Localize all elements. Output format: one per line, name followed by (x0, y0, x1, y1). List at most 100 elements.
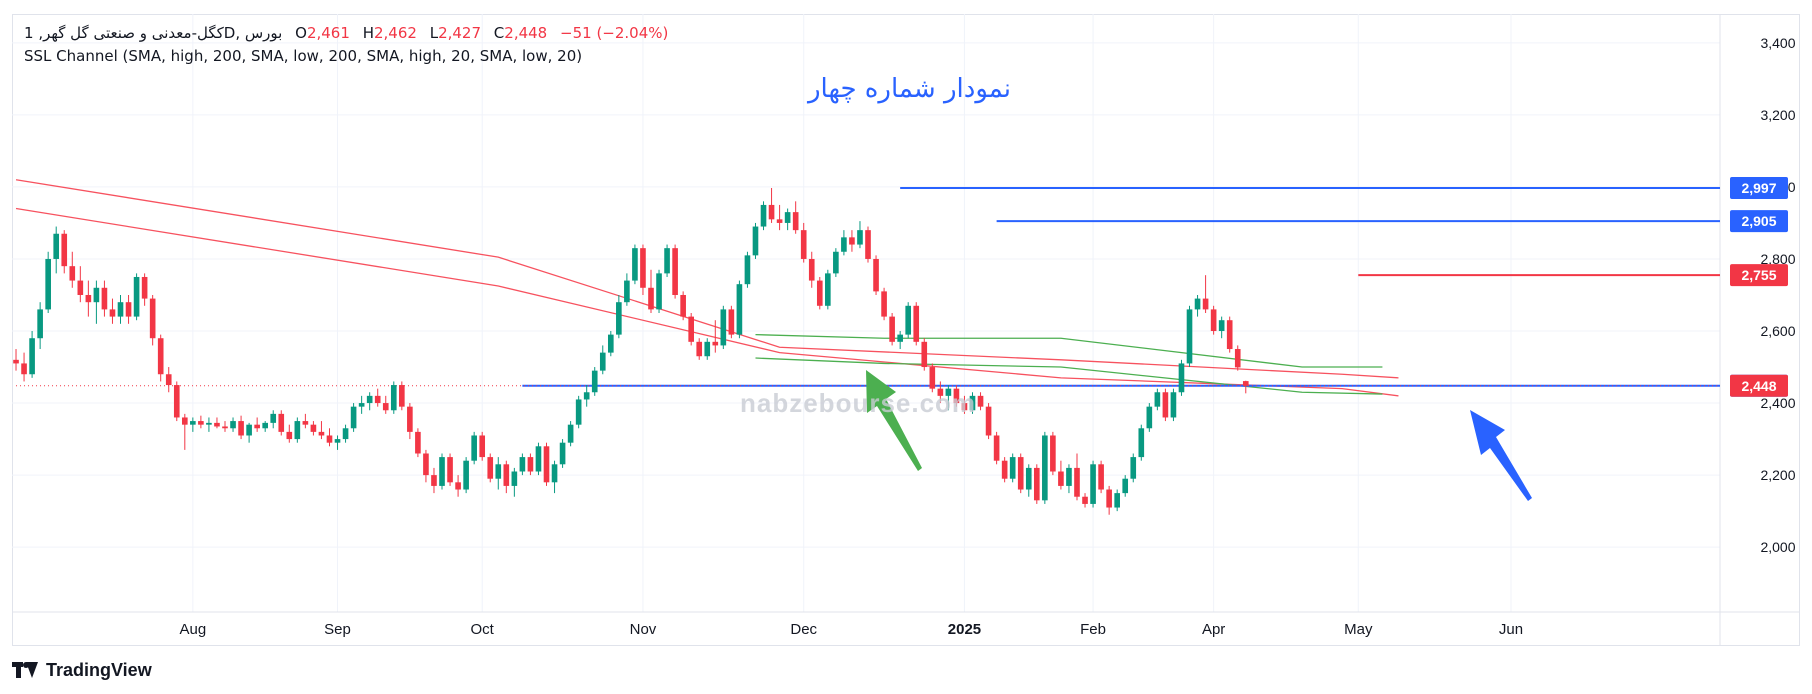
candle (1218, 316, 1225, 339)
candle (399, 381, 405, 411)
candle-body (1066, 467, 1072, 486)
candle-body (222, 426, 228, 429)
candle (326, 428, 333, 447)
candle (415, 428, 421, 458)
candle (616, 294, 622, 339)
ssl-long-upper-line (15, 179, 1399, 379)
candle (214, 417, 220, 429)
candle-body (897, 334, 903, 342)
candle-body (768, 204, 775, 220)
candle (1009, 453, 1016, 483)
chart-frame (12, 14, 1800, 646)
candle-body (455, 482, 461, 490)
candle-body (302, 421, 309, 425)
candle-body (575, 399, 582, 425)
candle-body (1082, 496, 1088, 504)
candle (648, 269, 654, 313)
candle-body (1017, 457, 1024, 490)
legend-change: −51 (−2.04%) (560, 24, 669, 42)
candle-body (511, 471, 518, 486)
candle-body (350, 406, 357, 429)
candle-body (913, 305, 920, 342)
candle (149, 294, 156, 346)
candle (889, 313, 895, 346)
candle (238, 415, 244, 440)
candle-body (326, 435, 333, 443)
candle (680, 291, 686, 321)
candle (431, 467, 437, 494)
candle-body (591, 370, 598, 393)
candle (463, 457, 469, 494)
candle-body (181, 417, 188, 425)
x-tick-label: Aug (179, 621, 206, 638)
candle-body (1210, 309, 1217, 332)
candle (270, 410, 277, 429)
candle-body (1242, 381, 1249, 386)
candle-body (1138, 428, 1145, 458)
tradingview-brand-label: TradingView (46, 660, 152, 680)
candle (752, 222, 759, 259)
candle-body (736, 284, 743, 335)
candle (455, 475, 461, 497)
candle-body (1074, 467, 1080, 497)
candle (1154, 388, 1161, 411)
candle-body (447, 457, 453, 483)
x-tick-label: Sep (324, 621, 351, 638)
candle-body (93, 287, 100, 303)
candle (527, 453, 534, 476)
price-label-text: 2,755 (1741, 267, 1776, 283)
candle (302, 413, 309, 429)
candle (1114, 489, 1120, 512)
candle (1042, 431, 1048, 504)
candle (246, 422, 252, 443)
candle-body (1162, 392, 1169, 418)
candle-body (278, 413, 285, 432)
candle (29, 331, 35, 378)
x-tick-label: May (1344, 621, 1373, 638)
candle-body (728, 309, 735, 335)
candle-body (921, 341, 928, 368)
legend-high-value: 2,462 (373, 24, 417, 42)
candle-body (873, 258, 879, 292)
candle (423, 449, 429, 483)
candle-body (1130, 457, 1137, 479)
candle-body (125, 302, 132, 317)
candle (334, 435, 341, 450)
candle-body (833, 251, 839, 274)
legend-low-value: 2,427 (438, 24, 482, 42)
candle-body (816, 280, 823, 306)
candle-body (841, 237, 847, 252)
legend-symbol[interactable]: کگل-معدنی و صنعتی گل گهر, 1D, بورس (24, 24, 283, 42)
candle (583, 385, 590, 407)
candle-body (712, 341, 719, 346)
candle (262, 421, 268, 432)
candle (471, 431, 477, 465)
legend-indicator[interactable]: SSL Channel (SMA, high, 200, SMA, low, 2… (24, 47, 583, 65)
candle (792, 201, 799, 234)
candle-body (53, 233, 60, 259)
candle (1234, 345, 1241, 371)
candle-body (487, 457, 494, 479)
candle (728, 305, 735, 339)
x-tick-label: Feb (1080, 621, 1106, 638)
tradingview-brand[interactable]: TradingView (12, 660, 152, 681)
candle (543, 442, 550, 486)
candle-body (784, 212, 791, 223)
candle-body (141, 276, 148, 299)
y-tick-label: 2,800 (1760, 251, 1795, 267)
candle-body (1226, 320, 1233, 350)
candle-body (1090, 464, 1096, 504)
candle (736, 280, 743, 339)
x-tick-label: Oct (471, 621, 495, 638)
candle (21, 352, 27, 382)
candle-body (559, 442, 566, 465)
candle (559, 439, 566, 468)
candle (1025, 464, 1032, 497)
candle (624, 273, 630, 306)
candle-body (214, 422, 220, 427)
candle (1090, 460, 1096, 508)
candle (1178, 359, 1185, 396)
candle-body (21, 363, 27, 375)
candle (366, 392, 373, 411)
